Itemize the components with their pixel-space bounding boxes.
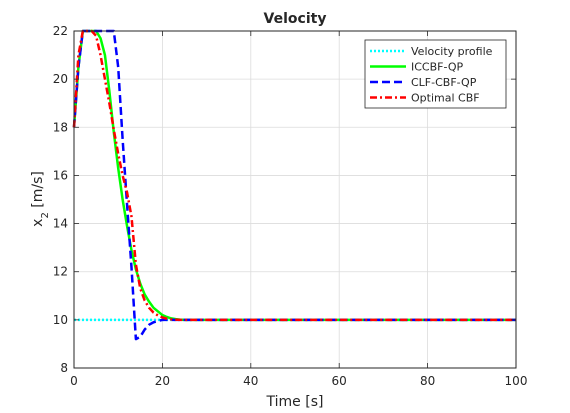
- x-tick-labels: 0 20 40 60 80 100: [70, 374, 527, 388]
- x-tick-label: 40: [243, 374, 258, 388]
- tick-marks: [73, 30, 517, 369]
- series-line-clf-cbf-qp: [72, 29, 516, 341]
- legend: Velocity profile ICCBF-QP CLF-CBF-QP Optima…: [364, 39, 507, 109]
- x-tick-label: 0: [70, 374, 78, 388]
- legend-entries: Velocity profile ICCBF-QP CLF-CBF-QP Optima…: [370, 45, 493, 105]
- y-tick-label: 10: [53, 313, 68, 327]
- x-tick-label: 100: [505, 374, 528, 388]
- y-tick-label: 18: [53, 120, 68, 134]
- y-axis-label-subscript: 2: [40, 212, 51, 218]
- legend-label: Optimal CBF: [411, 92, 480, 105]
- legend-label: CLF-CBF-QP: [411, 76, 477, 89]
- chart-title: Velocity: [264, 11, 327, 27]
- y-tick-label: 20: [53, 72, 68, 86]
- y-tick-label: 16: [53, 168, 68, 182]
- y-axis-label-main: x: [30, 219, 46, 227]
- axes-box: [73, 30, 517, 369]
- y-tick-label: 22: [53, 24, 68, 38]
- x-tick-label: 20: [155, 374, 170, 388]
- y-tick-labels: 8 10 12 14 16 18 20 22: [53, 24, 68, 375]
- y-tick-label: 14: [53, 217, 68, 231]
- y-axis-label-unit: [m/s]: [30, 171, 46, 212]
- y-tick-label: 12: [53, 265, 68, 279]
- x-tick-label: 60: [332, 374, 347, 388]
- legend-label: ICCBF-QP: [411, 61, 464, 74]
- x-tick-label: 80: [420, 374, 435, 388]
- x-axis-label: Time [s]: [266, 394, 324, 410]
- legend-label: Velocity profile: [411, 45, 493, 58]
- y-axis-label: x2 [m/s]: [30, 171, 51, 227]
- y-tick-label: 8: [60, 361, 68, 375]
